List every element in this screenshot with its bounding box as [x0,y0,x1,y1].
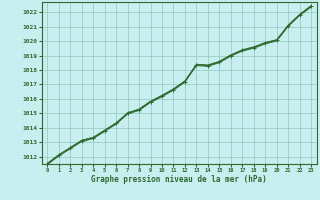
X-axis label: Graphe pression niveau de la mer (hPa): Graphe pression niveau de la mer (hPa) [91,175,267,184]
